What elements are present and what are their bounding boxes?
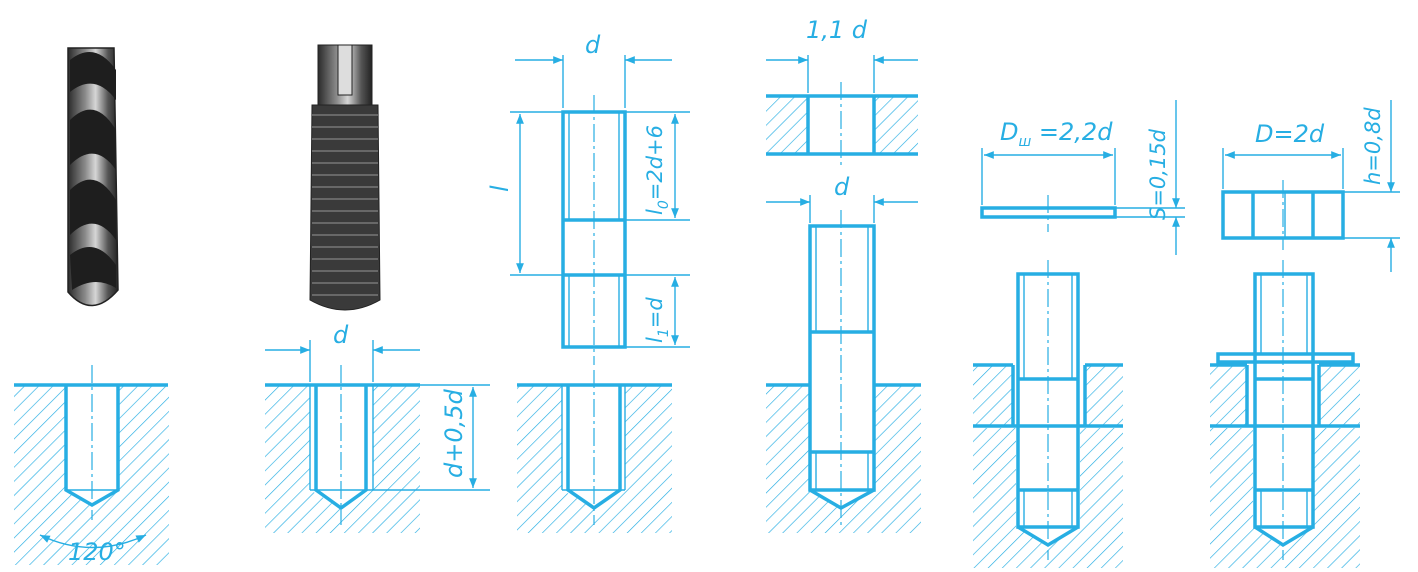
nut-height-label: h=0,8d bbox=[1361, 107, 1385, 185]
washer-drawing: Dш =2,2d S=0,15d bbox=[980, 100, 1185, 255]
tap-diameter-label: d bbox=[333, 321, 349, 349]
stud-drawing: d l l0=2d+6 l1=d bbox=[486, 31, 690, 365]
stud-screw-end-label: l1=d bbox=[643, 297, 672, 343]
tapped-hole-section: d d+0,5d bbox=[265, 321, 490, 533]
drilled-hole-section: 120° bbox=[14, 365, 169, 566]
assembled-stud-joint-section bbox=[1210, 260, 1360, 568]
nut-drawing: D=2d h=0,8d bbox=[1221, 100, 1400, 272]
clamped-part-section: 1,1 d bbox=[766, 16, 918, 168]
tap-tool-icon bbox=[309, 44, 381, 311]
nut-diameter-label: D=2d bbox=[1255, 120, 1325, 148]
washer-diameter-label: Dш =2,2d bbox=[1000, 118, 1113, 150]
stud-thread-length-label: l0=2d+6 bbox=[643, 125, 672, 215]
stud-diameter-label: d bbox=[585, 31, 601, 59]
stud-length-label: l bbox=[486, 185, 514, 192]
part-hole-label: 1,1 d bbox=[806, 16, 868, 44]
tapped-hole-section-2 bbox=[517, 370, 672, 533]
hole-depth-label: d+0,5d bbox=[440, 388, 468, 478]
angle-label: 120° bbox=[68, 538, 126, 566]
stud-with-part-section bbox=[973, 260, 1123, 568]
drill-bit-icon bbox=[67, 47, 119, 307]
installed-stud-section: d bbox=[766, 173, 921, 533]
washer-thickness-label: S=0,15d bbox=[1146, 128, 1170, 220]
stud-diameter-label-2: d bbox=[834, 173, 850, 201]
